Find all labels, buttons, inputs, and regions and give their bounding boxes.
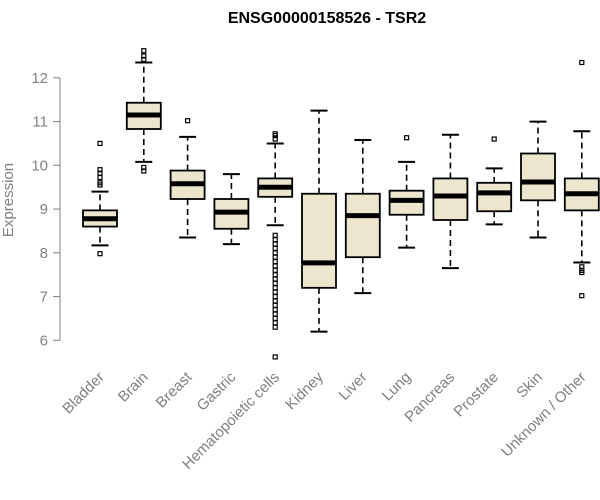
box-iqr	[476, 181, 513, 213]
outlier-point	[272, 307, 278, 313]
boxes-group	[82, 48, 600, 360]
x-tick-label: Prostate	[450, 369, 502, 421]
y-axis: 6 7 8 9 10 11 12	[31, 70, 61, 349]
outlier-point	[491, 136, 497, 142]
box-iqr	[432, 177, 469, 221]
x-tick-label: Lung	[379, 369, 415, 405]
box-liver	[344, 138, 381, 295]
box-lung	[388, 135, 425, 249]
outlier-point	[272, 315, 278, 322]
x-tick-label: Breast	[153, 368, 196, 411]
x-tick-label: Kidney	[282, 368, 327, 413]
box-kidney	[301, 109, 337, 333]
outlier-point	[579, 59, 585, 66]
outlier-point	[272, 311, 278, 317]
outlier-point	[272, 324, 278, 330]
outlier-point	[272, 280, 278, 287]
outlier-point	[272, 302, 278, 308]
outlier-point	[272, 293, 278, 300]
outlier-point	[272, 250, 278, 256]
outlier-point	[272, 289, 278, 295]
y-tick-label: 9	[40, 201, 48, 218]
outlier-point	[272, 136, 278, 142]
box-hematopoietic-cells	[257, 131, 294, 360]
box-prostate	[476, 136, 513, 226]
outlier-point	[272, 237, 278, 243]
box-iqr	[520, 152, 556, 202]
outlier-point	[404, 135, 410, 141]
x-tick-label: Skin	[513, 369, 546, 402]
outlier-point	[272, 254, 278, 260]
outlier-point	[141, 168, 147, 174]
y-tick-label: 12	[31, 70, 48, 87]
outlier-point	[97, 174, 103, 181]
box-breast	[169, 118, 206, 239]
box-gastric	[213, 173, 250, 246]
y-tick-label: 8	[40, 245, 48, 262]
outlier-point	[579, 293, 585, 299]
outlier-point	[579, 269, 585, 276]
outlier-point	[185, 118, 191, 124]
x-tick-label: Brain	[115, 369, 152, 406]
box-pancreas	[432, 133, 469, 270]
outlier-point	[272, 232, 278, 238]
box-unknown-other	[563, 59, 600, 299]
outlier-point	[97, 251, 103, 257]
outlier-point	[272, 241, 278, 247]
box-bladder	[82, 140, 118, 257]
outlier-point	[272, 258, 278, 265]
outlier-point	[272, 298, 278, 304]
x-tick-label: Bladder	[59, 369, 108, 418]
outlier-point	[272, 245, 278, 252]
box-brain	[125, 48, 162, 174]
box-skin	[520, 120, 556, 239]
outlier-point	[272, 272, 278, 278]
outlier-point	[141, 48, 147, 54]
outlier-point	[97, 182, 103, 188]
box-iqr	[301, 192, 337, 289]
x-tick-label: Liver	[336, 369, 371, 404]
box-iqr	[344, 192, 381, 259]
y-axis-label: Expression	[0, 163, 17, 237]
y-tick-label: 7	[40, 289, 48, 306]
outlier-point	[272, 320, 278, 326]
y-tick-label: 11	[32, 114, 48, 131]
outlier-point	[272, 354, 278, 360]
y-tick-label: 10	[31, 157, 48, 174]
outlier-point	[272, 276, 278, 282]
y-tick-label: 6	[40, 332, 48, 349]
outlier-point	[272, 263, 278, 269]
outlier-point	[272, 285, 278, 291]
chart-title: ENSG00000158526 - TSR2	[228, 10, 426, 27]
outlier-point	[97, 140, 103, 147]
outlier-point	[141, 56, 147, 63]
outlier-point	[272, 267, 278, 273]
